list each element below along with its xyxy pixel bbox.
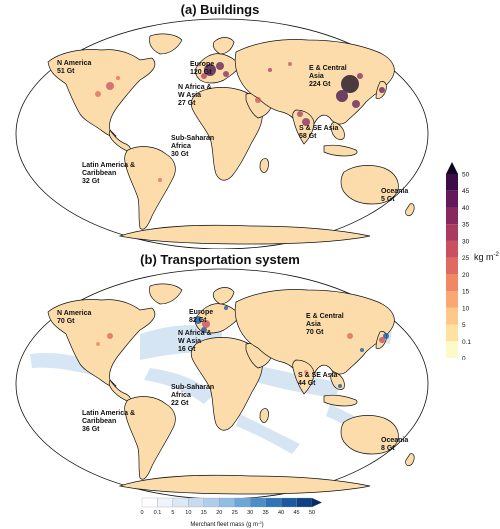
fleet-colorbar-swatch: [203, 497, 220, 508]
fleet-colorbar-swatch: [188, 497, 204, 508]
india: [292, 109, 315, 145]
new-zealand: [405, 453, 415, 466]
colorbar-swatch: [446, 240, 458, 258]
colorbar-tick-label: 35: [462, 222, 470, 229]
fleet-colorbar-tick-label: 50: [309, 510, 315, 516]
label-b-e-central-asia: E & Central Asia 70 Gt: [306, 313, 344, 336]
label-a-oceania: Oceania 5 Gt: [381, 188, 409, 203]
indonesia: [323, 144, 358, 157]
colorbar-swatch: [446, 307, 458, 325]
fleet-colorbar-extend-arrow: [312, 498, 322, 507]
colorbar-swatch: [446, 291, 458, 308]
fleet-colorbar-swatch: [296, 497, 313, 508]
colorbar-swatch: [446, 257, 458, 275]
south-america: [124, 146, 176, 230]
colorbar-swatch: [446, 207, 458, 225]
label-a-latin-america: Latin America & Caribbean 32 Gt: [82, 162, 136, 185]
fleet-colorbar-tick-label: 20: [216, 510, 222, 516]
label-b-n-africa-w-asia: N Africa & W Asia 16 Gt: [178, 330, 212, 353]
fleet-colorbar-tick-label: 35: [263, 510, 269, 516]
label-a-sub-saharan-africa: Sub-Saharan Africa 30 Gt: [171, 135, 215, 158]
label-b-latin-america: Latin America & Caribbean 36 Gt: [82, 410, 136, 433]
colorbar-swatch: [446, 341, 458, 358]
australia: [340, 415, 399, 455]
india: [292, 359, 315, 395]
panel-b-title: (b) Transportation system: [140, 252, 300, 267]
label-a-s-se-asia: S & SE Asia 58 Gt: [299, 125, 339, 140]
colorbar-tick-label: 15: [462, 289, 470, 296]
merchant-fleet-colorbar: 0 0.1 5 10 15 20 25 30 35 40 45 50 Merchant fleet ma…: [140, 497, 322, 528]
fleet-colorbar-tick-label: 25: [232, 510, 238, 516]
southeast-asia: [330, 121, 345, 140]
material-mass-colorbar: 0 0.1 5 10 15 20 25 30 35 40 45 50: [446, 162, 471, 361]
colorbar-tick-label: 5: [462, 322, 466, 329]
fleet-colorbar-tick-label: 30: [247, 510, 253, 516]
south-america: [124, 396, 176, 480]
fleet-colorbar-tick-label: 40: [278, 510, 284, 516]
colorbar-swatch: [446, 174, 458, 191]
north-america: [47, 49, 156, 137]
label-a-n-america: N America 51 Gt: [57, 60, 92, 75]
fleet-colorbar-tick-label: 45: [293, 510, 299, 516]
colorbar-tick-label: 10: [462, 305, 470, 312]
australia: [340, 165, 399, 205]
antarctica: [118, 224, 371, 245]
colorbar-tick-label: 50: [462, 172, 470, 179]
colorbar-swatch: [446, 224, 458, 241]
colorbar-tick-label: 30: [462, 238, 470, 245]
label-a-e-central-asia: E & Central Asia 224 Gt: [309, 65, 347, 88]
colorbar-extend-arrow: [446, 162, 458, 174]
fleet-colorbar-swatch: [250, 497, 266, 508]
label-b-sub-saharan-africa: Sub-Saharan Africa 22 Gt: [171, 384, 215, 407]
fleet-colorbar-tick-label: 5: [171, 510, 174, 516]
buildings-map: [15, 18, 429, 249]
new-zealand: [405, 203, 415, 216]
fleet-colorbar-swatch: [280, 497, 297, 508]
label-b-europe: Europe 82 Gt: [189, 309, 214, 324]
fleet-colorbar-tick-label: 0: [140, 510, 143, 516]
coastal-shipping: [194, 306, 389, 388]
panel-a-title: (a) Buildings: [180, 2, 260, 17]
fleet-colorbar-swatch: [234, 497, 251, 508]
colorbar-tick-label: 0: [462, 356, 466, 361]
scandinavia: [212, 287, 235, 305]
fleet-colorbar-swatch: [172, 497, 189, 508]
asia: [234, 289, 395, 383]
transport-hotspots: [96, 320, 385, 374]
indonesia: [323, 394, 358, 407]
transportation-map: [15, 268, 429, 499]
colorbar-tick-label: 25: [462, 255, 470, 262]
fleet-colorbar-label: Merchant fleet mass (g m-2): [190, 520, 263, 528]
colorbar-swatch: [446, 324, 458, 342]
madagascar: [259, 408, 269, 423]
fleet-colorbar-tick-label: 15: [201, 510, 207, 516]
fleet-colorbar-swatch: [265, 497, 282, 508]
fleet-colorbar-swatch: [141, 497, 158, 508]
fleet-colorbar-swatch: [157, 497, 174, 508]
colorbar-swatch: [446, 274, 458, 292]
scandinavia: [212, 37, 235, 55]
antarctica: [118, 474, 371, 495]
colorbar-unit-label: kg m-2: [474, 252, 499, 262]
greenland: [149, 33, 183, 55]
colorbar-swatch: [446, 190, 458, 208]
north-america: [47, 299, 156, 387]
colorbar-tick-label: 0.1: [462, 339, 471, 346]
label-b-n-america: N America 70 Gt: [57, 310, 92, 325]
fleet-colorbar-swatch: [219, 497, 235, 508]
hotspots: [95, 62, 385, 182]
colorbar-tick-label: 45: [462, 188, 470, 195]
label-b-s-se-asia: S & SE Asia 44 Gt: [298, 372, 338, 387]
greenland: [149, 283, 183, 305]
landmasses: [47, 33, 415, 245]
fleet-colorbar-tick-label: 0.1: [154, 510, 162, 516]
colorbar-tick-label: 40: [462, 205, 470, 212]
fleet-colorbar-tick-label: 10: [185, 510, 191, 516]
label-a-europe: Europe 120 Gt: [190, 61, 215, 76]
label-b-oceania: Oceania 8 Gt: [381, 437, 409, 452]
colorbar-tick-label: 20: [462, 272, 470, 279]
label-a-n-africa-w-asia: N Africa & W Asia 27 Gt: [178, 84, 212, 107]
madagascar: [259, 158, 269, 173]
